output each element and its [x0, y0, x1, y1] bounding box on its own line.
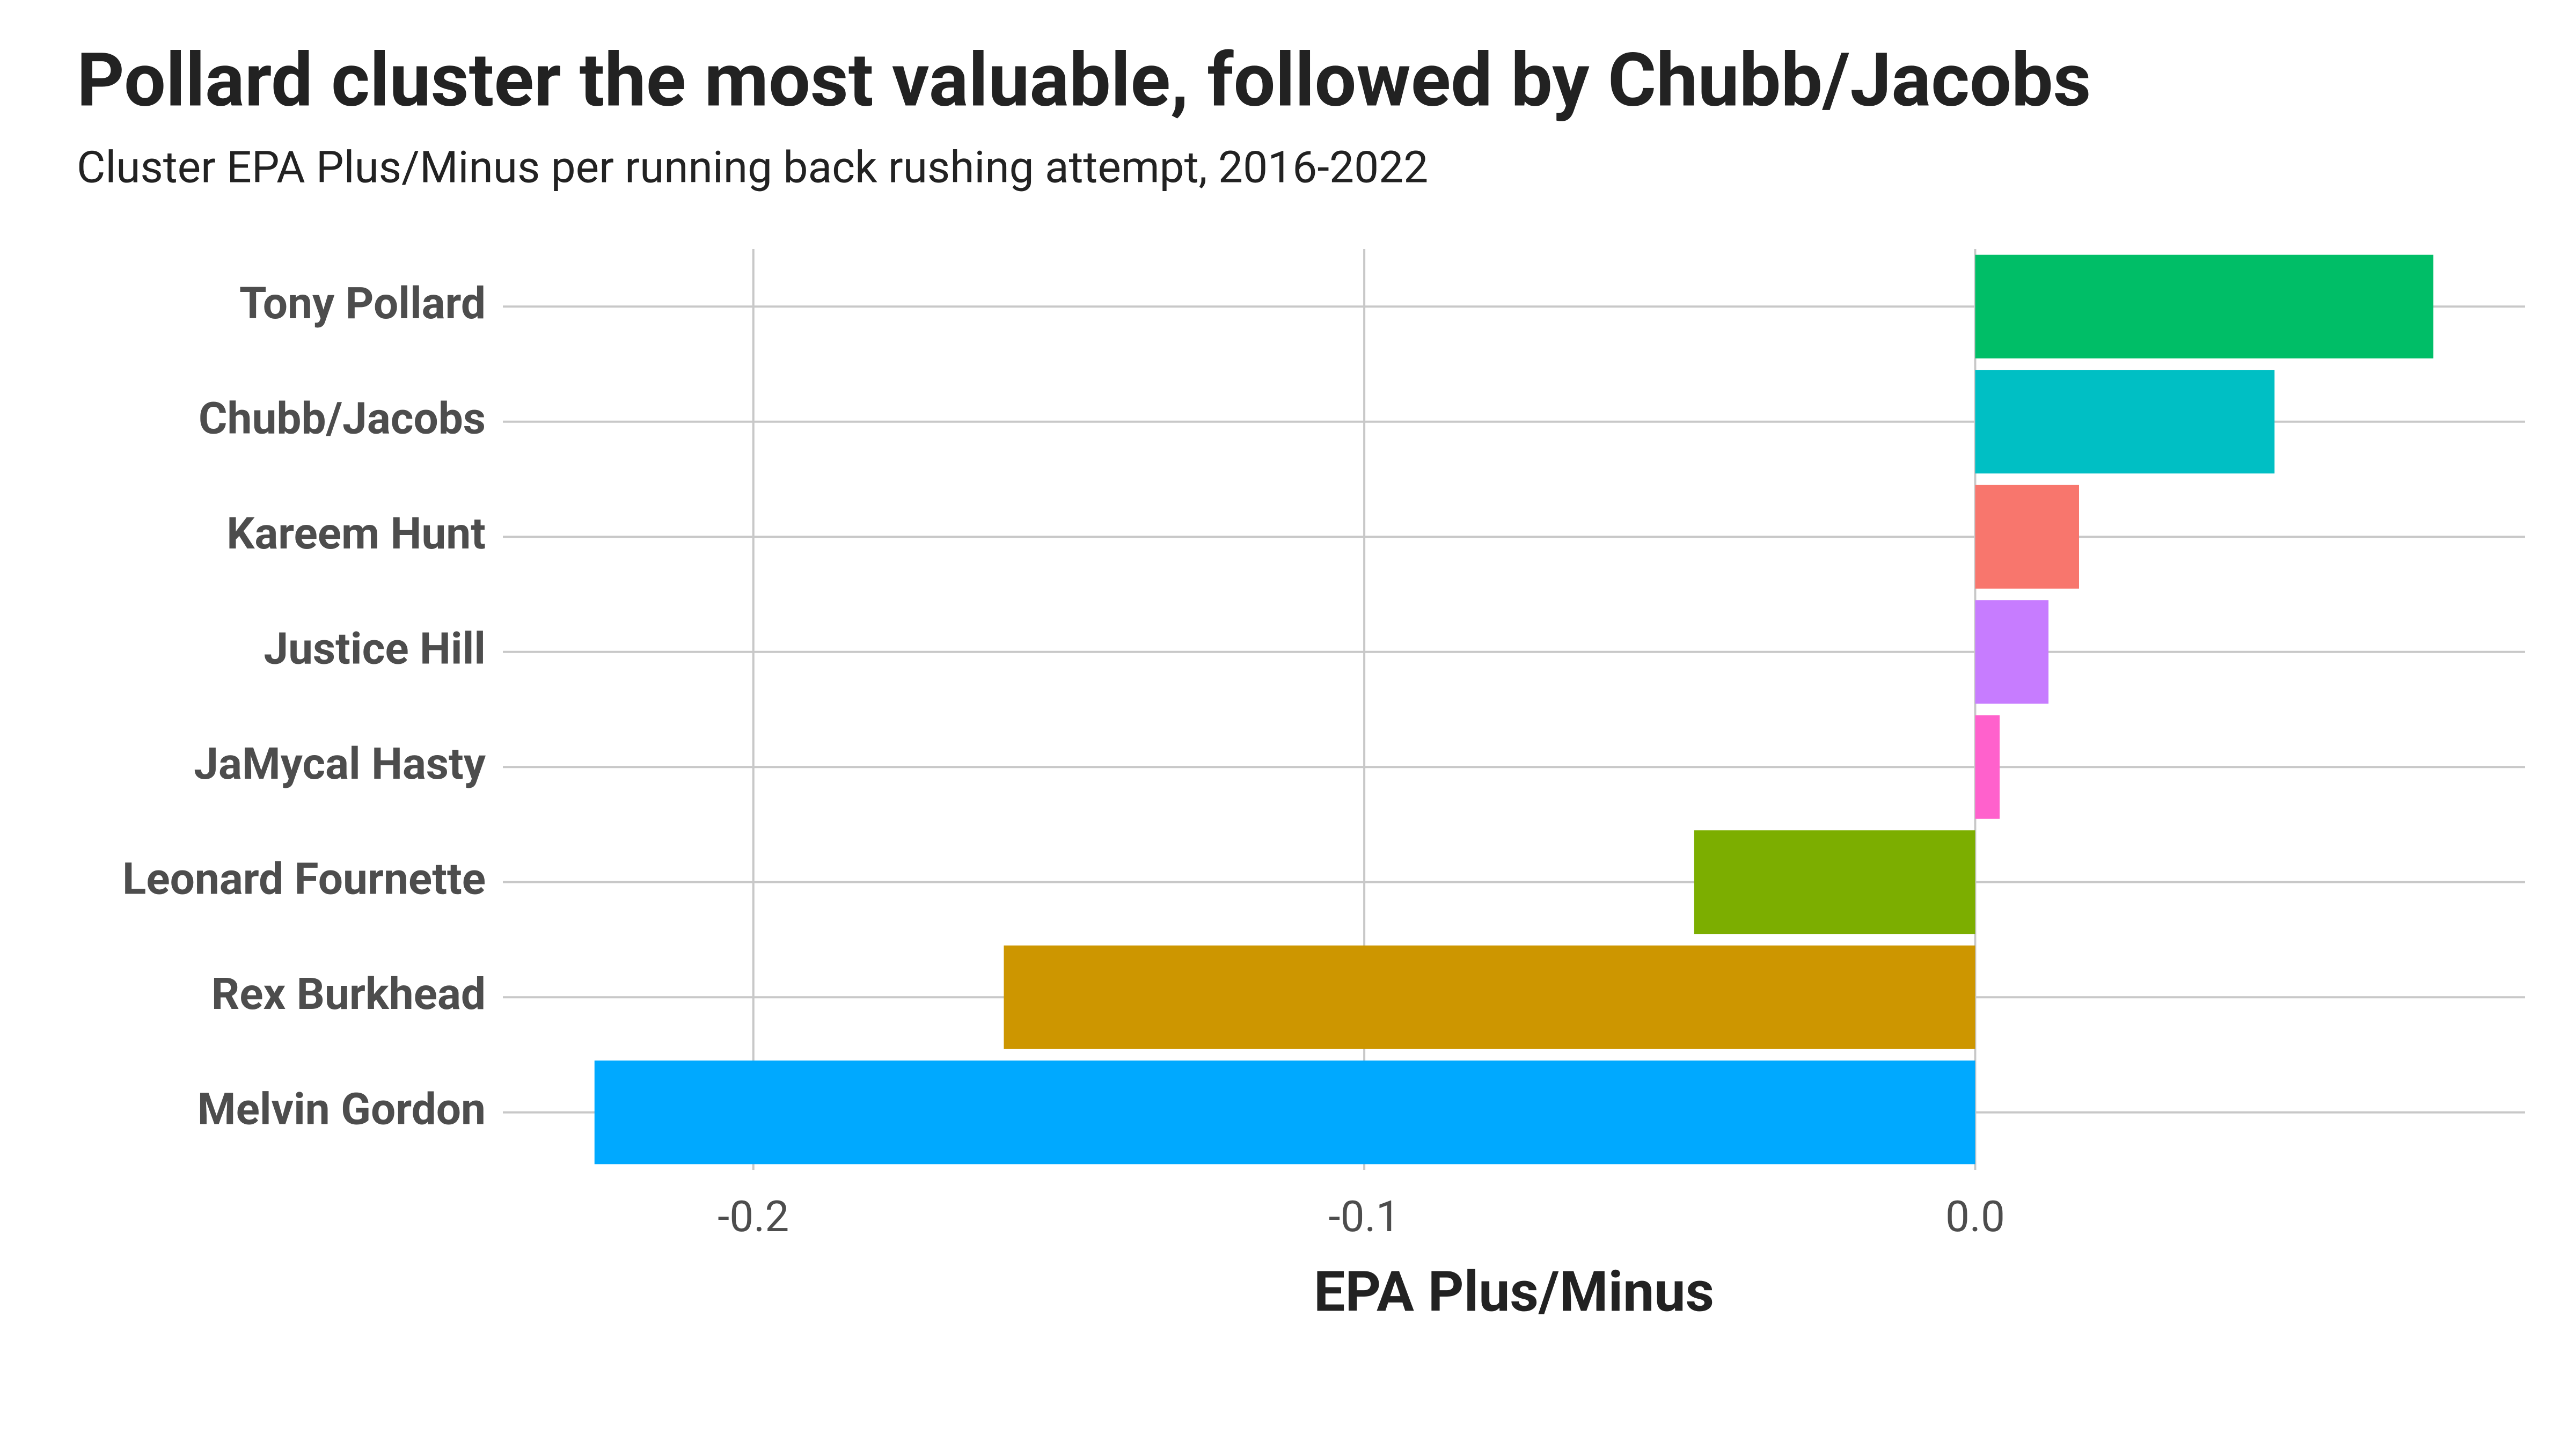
- x-tick-label: -0.1: [1329, 1191, 1400, 1242]
- y-tick-label: Leonard Fournette: [122, 853, 486, 905]
- bar: [1975, 715, 2000, 819]
- bar: [1975, 485, 2079, 589]
- y-tick-label: Chubb/Jacobs: [199, 393, 486, 444]
- bar: [1004, 945, 1975, 1049]
- y-tick-label: Kareem Hunt: [226, 508, 486, 560]
- y-tick-label: JaMycal Hasty: [194, 738, 486, 790]
- x-tick-label: -0.2: [718, 1191, 789, 1242]
- bar: [1694, 830, 1975, 934]
- bar: [1975, 600, 2049, 704]
- chart-title: Pollard cluster the most valuable, follo…: [77, 36, 2091, 123]
- x-axis-title: EPA Plus/Minus: [1314, 1260, 1714, 1324]
- y-tick-label: Melvin Gordon: [197, 1084, 486, 1135]
- bar: [1975, 254, 2434, 358]
- x-tick-label: 0.0: [1945, 1191, 2005, 1242]
- y-tick-label: Justice Hill: [264, 623, 486, 675]
- chart-subtitle: Cluster EPA Plus/Minus per running back …: [77, 142, 1428, 194]
- y-tick-label: Tony Pollard: [239, 278, 486, 330]
- y-tick-label: Rex Burkhead: [211, 969, 486, 1020]
- bar: [594, 1060, 1975, 1165]
- bar: [1975, 370, 2275, 474]
